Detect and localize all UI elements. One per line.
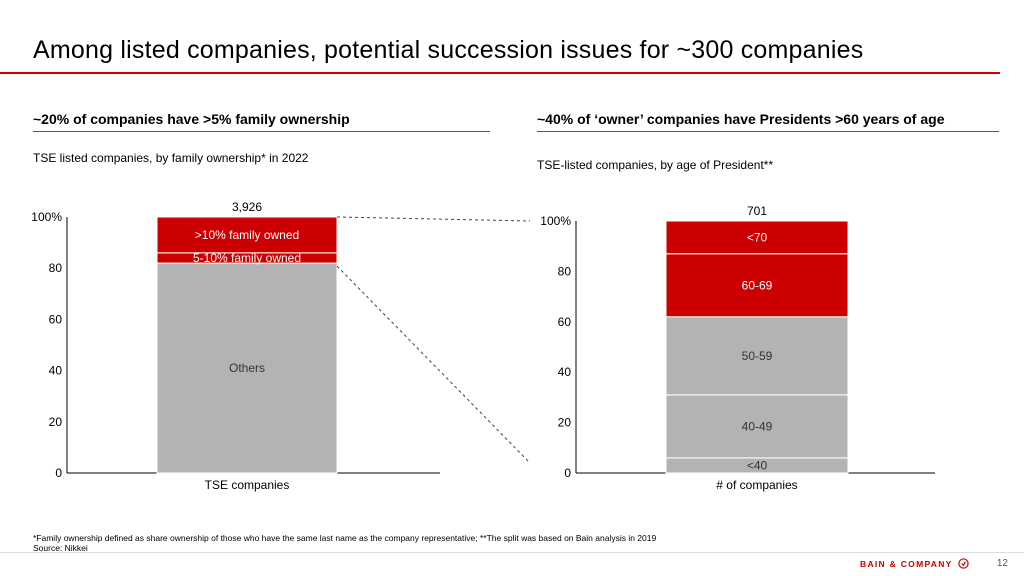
brand-logo: BAIN & COMPANY: [860, 558, 969, 569]
right-segment-label: 40-49: [742, 419, 773, 433]
left-segment-label: >10% family owned: [195, 228, 299, 242]
source-note: Source: Nikkei: [33, 543, 88, 553]
connector-line-bottom: [336, 265, 531, 464]
page-title: Among listed companies, potential succes…: [33, 36, 864, 64]
left-y-tick-label: 100%: [31, 210, 62, 224]
footnote: *Family ownership defined as share owner…: [33, 533, 657, 543]
right-y-tick-label: 0: [564, 466, 571, 480]
right-bar-segment-3: [665, 253, 849, 318]
left-segment-label: Others: [229, 361, 265, 375]
left-y-tick-label: 60: [49, 312, 63, 326]
left-y-tick-label: 40: [49, 364, 63, 378]
left-section-heading: ~20% of companies have >5% family owners…: [33, 111, 350, 127]
title-divider: [0, 72, 1000, 74]
left-y-tick-label: 20: [49, 415, 63, 429]
page-number: 12: [996, 558, 1008, 569]
footer-divider: [0, 552, 1024, 553]
right-bar-segment-4: [665, 220, 849, 255]
right-segment-label: 50-59: [742, 349, 773, 363]
right-y-tick-label: 20: [558, 416, 572, 430]
right-y-tick-label: 60: [558, 315, 572, 329]
right-category-label: # of companies: [716, 478, 797, 492]
left-segment-label: 5-10% family owned: [193, 251, 301, 265]
right-y-tick-label: 40: [558, 365, 572, 379]
left-bar-segment-0: [156, 262, 338, 474]
left-category-label: TSE companies: [205, 478, 290, 492]
left-y-tick-label: 0: [55, 466, 62, 480]
left-section-divider: [33, 131, 490, 132]
right-section-divider: [537, 131, 999, 132]
left-y-tick-label: 80: [49, 261, 63, 275]
left-bar-segment-2: [156, 216, 338, 254]
right-y-tick-label: 80: [558, 264, 572, 278]
connector-line-top: [336, 216, 531, 222]
brand-logo-text: BAIN & COMPANY: [860, 559, 953, 569]
right-chart-subtitle: TSE-listed companies, by age of Presiden…: [537, 158, 774, 172]
right-segment-label: 60-69: [742, 278, 773, 292]
right-segment-label: <70: [747, 230, 768, 244]
right-y-tick-label: 100%: [540, 214, 571, 228]
right-total-label: 701: [747, 204, 767, 218]
logo-emblem-icon: [958, 558, 969, 569]
left-total-label: 3,926: [232, 200, 262, 214]
right-segment-label: <40: [747, 458, 768, 472]
left-chart-subtitle: TSE listed companies, by family ownershi…: [33, 151, 309, 165]
right-section-heading: ~40% of ‘owner’ companies have President…: [537, 111, 945, 127]
